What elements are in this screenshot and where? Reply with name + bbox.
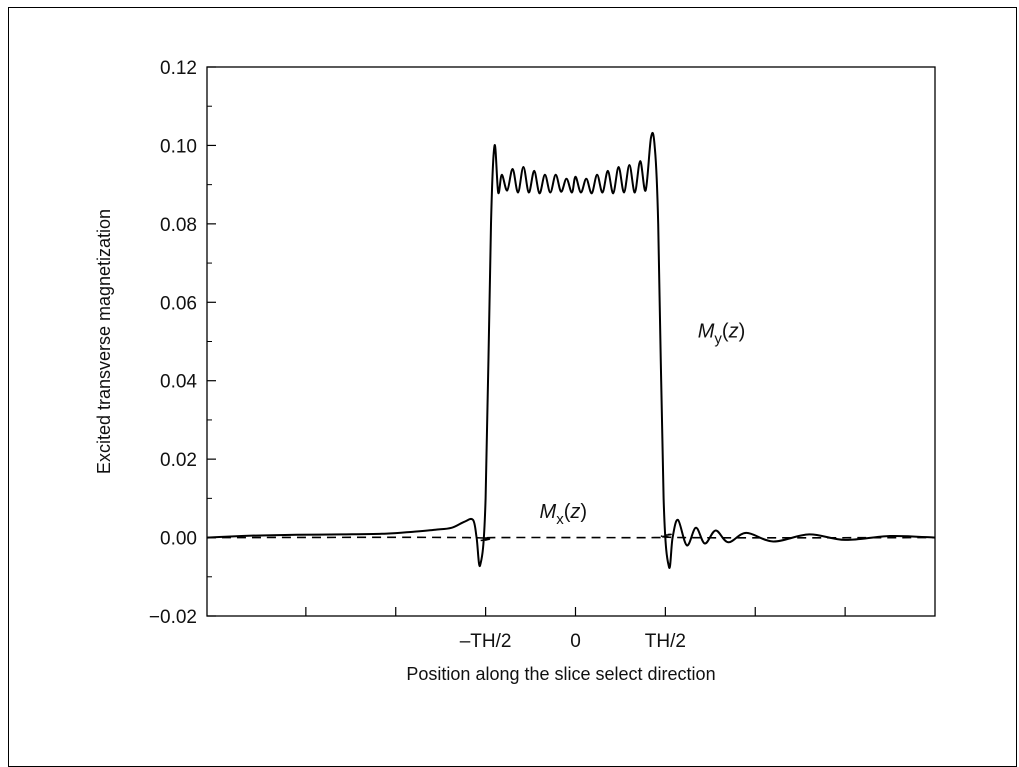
series-layer	[206, 131, 936, 569]
y-tick-label: 0.08	[160, 215, 197, 236]
y-tick-label: 0.06	[160, 293, 197, 314]
chart: −0.02 0.00 0.02 0.04 0.06 0.08 0.10 0.12 –TH/2 0 T…	[94, 58, 936, 684]
y-tick-label: 0.12	[160, 58, 197, 79]
x-axis-label: Position along the slice select directio…	[406, 664, 715, 684]
label-My: My(z)	[698, 321, 746, 348]
label-Mx: Mx(z)	[540, 501, 588, 528]
y-tick-label: −0.02	[149, 607, 197, 628]
y-axis-label: Excited transverse magnetization	[94, 209, 114, 474]
annotations: My(z) Mx(z)	[540, 321, 746, 528]
x-tick-label: 0	[570, 631, 581, 652]
axes: −0.02 0.00 0.02 0.04 0.06 0.08 0.10 0.12 –TH/2 0 T…	[149, 58, 936, 652]
y-tick-label: 0.02	[160, 450, 197, 471]
series-line-My	[206, 131, 936, 569]
y-tick-label: 0.00	[160, 529, 197, 550]
y-tick-label: 0.04	[160, 372, 197, 393]
x-tick-label: –TH/2	[460, 631, 512, 652]
series-line-Mx	[206, 533, 936, 542]
x-tick-label: TH/2	[645, 631, 686, 652]
y-tick-label: 0.10	[160, 136, 197, 157]
